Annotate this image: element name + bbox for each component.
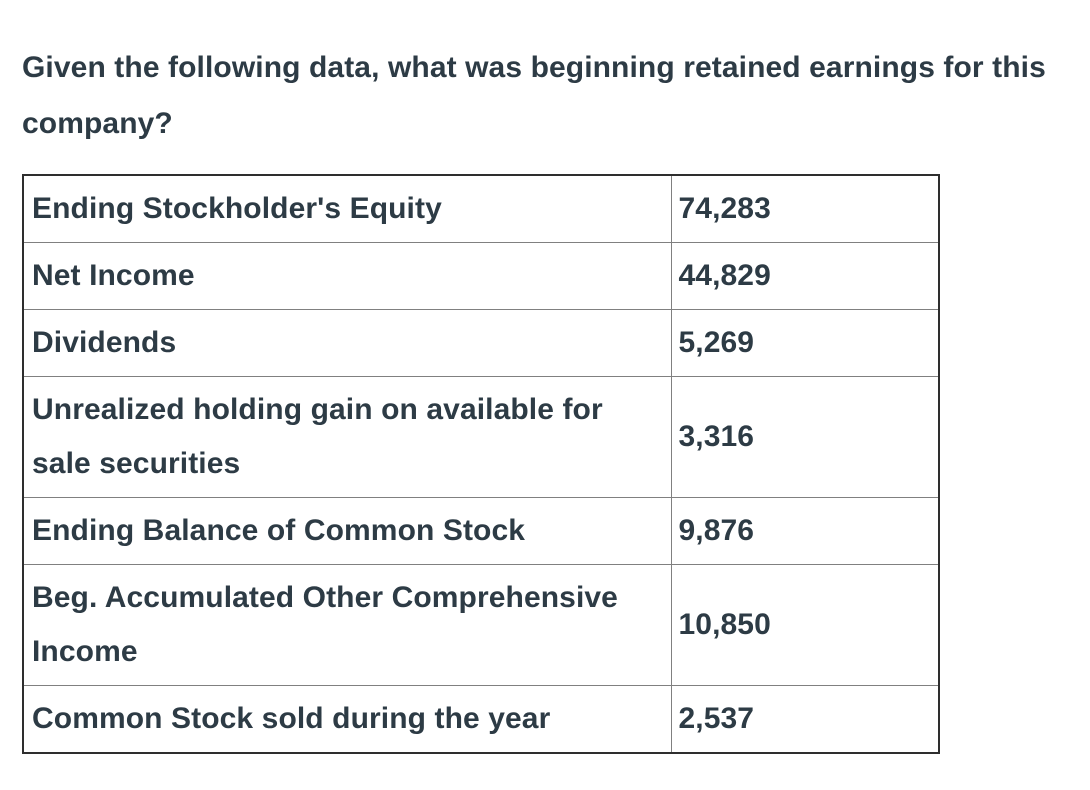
financial-data-table: Ending Stockholder's Equity 74,283 Net I…	[22, 174, 940, 754]
table-row: Net Income 44,829	[22, 242, 940, 310]
row-value: 2,537	[670, 685, 940, 754]
row-value: 3,316	[670, 376, 940, 498]
table-row: Ending Stockholder's Equity 74,283	[22, 174, 940, 243]
row-value: 9,876	[670, 497, 940, 565]
question-text: Given the following data, what was begin…	[22, 51, 1046, 140]
row-label: Common Stock sold during the year	[22, 685, 672, 754]
table-row: Ending Balance of Common Stock 9,876	[22, 497, 940, 565]
quiz-question-page: Given the following data, what was begin…	[22, 51, 1046, 754]
table-row: Dividends 5,269	[22, 309, 940, 377]
row-label: Unrealized holding gain on available for…	[22, 376, 672, 498]
row-value: 74,283	[670, 174, 940, 243]
row-label: Beg. Accumulated Other Comprehensive Inc…	[22, 564, 672, 686]
row-label: Ending Balance of Common Stock	[22, 497, 672, 565]
row-label: Ending Stockholder's Equity	[22, 174, 672, 243]
row-label: Dividends	[22, 309, 672, 377]
table-row: Common Stock sold during the year 2,537	[22, 685, 940, 754]
table-row: Beg. Accumulated Other Comprehensive Inc…	[22, 564, 940, 686]
row-value: 5,269	[670, 309, 940, 377]
row-value: 10,850	[670, 564, 940, 686]
row-value: 44,829	[670, 242, 940, 310]
row-label: Net Income	[22, 242, 672, 310]
table-row: Unrealized holding gain on available for…	[22, 376, 940, 498]
